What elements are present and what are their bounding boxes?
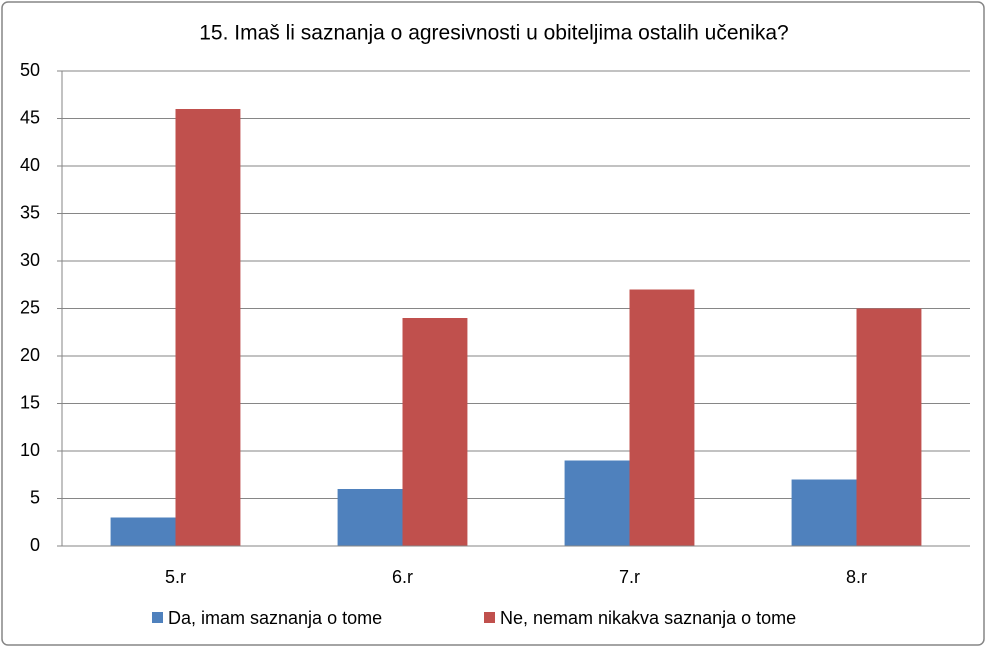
legend-swatch <box>152 612 163 623</box>
bar <box>402 318 468 546</box>
bar <box>856 308 922 546</box>
bar <box>629 289 695 546</box>
legend-label: Da, imam saznanja o tome <box>168 608 382 628</box>
chart-title: 15. Imaš li saznanja o agresivnosti u ob… <box>199 22 789 45</box>
x-tick-label: 7.r <box>619 567 640 587</box>
x-tick-label: 5.r <box>165 567 186 587</box>
y-tick-label: 25 <box>20 297 40 317</box>
y-tick-label: 0 <box>30 535 40 555</box>
y-tick-label: 15 <box>20 392 40 412</box>
bar <box>110 517 176 546</box>
bar <box>791 479 857 546</box>
y-tick-label: 50 <box>20 60 40 80</box>
legend-swatch <box>484 612 495 623</box>
y-tick-label: 5 <box>30 487 40 507</box>
x-tick-label: 8.r <box>846 567 867 587</box>
y-tick-label: 20 <box>20 345 40 365</box>
bar <box>564 460 630 546</box>
legend-label: Ne, nemam nikakva saznanja o tome <box>500 608 796 628</box>
y-tick-label: 40 <box>20 155 40 175</box>
y-tick-label: 45 <box>20 107 40 127</box>
bar <box>337 489 403 546</box>
x-tick-label: 6.r <box>392 567 413 587</box>
y-tick-label: 35 <box>20 202 40 222</box>
y-tick-label: 30 <box>20 250 40 270</box>
y-tick-label: 10 <box>20 440 40 460</box>
bar <box>175 109 241 546</box>
